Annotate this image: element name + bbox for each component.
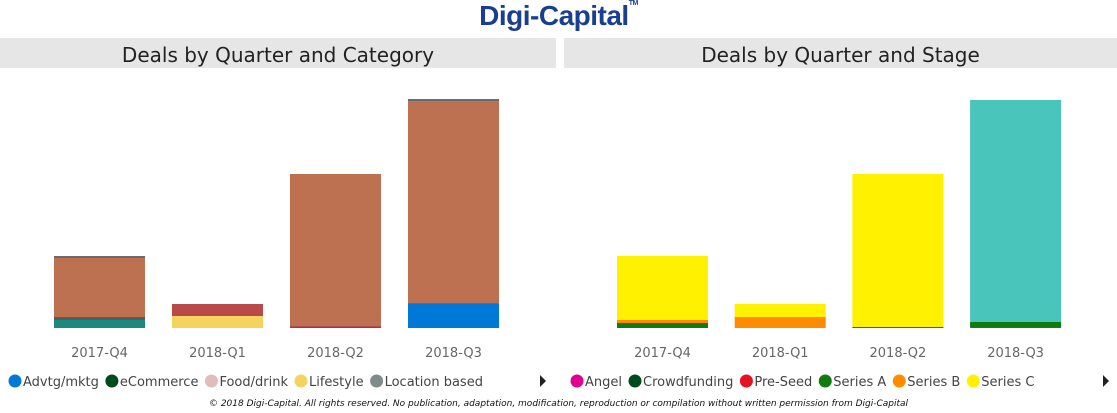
legend-dot-icon — [892, 374, 906, 388]
legend-item[interactable]: Series C — [966, 374, 1035, 391]
legend-dot-icon — [570, 374, 584, 388]
x-tick-label: 2017-Q4 — [634, 346, 691, 361]
x-tick-label: 2018-Q1 — [189, 346, 246, 361]
legend-item[interactable]: eCommerce — [105, 374, 199, 391]
bar-segment — [617, 256, 708, 320]
bar-segment — [408, 99, 499, 101]
legend-label: Crowdfunding — [643, 375, 733, 390]
bar-segment — [172, 316, 263, 328]
bar-segment — [54, 317, 145, 320]
legend-dot-icon — [966, 374, 980, 388]
bar-segment — [408, 303, 499, 304]
x-tick-label: 2018-Q2 — [307, 346, 364, 361]
bar-segment — [734, 304, 826, 317]
bar-segment — [408, 304, 499, 328]
legend-dot-icon — [204, 374, 218, 388]
chart-title-category: Deals by Quarter and Category — [0, 38, 556, 68]
bar-segment — [852, 174, 944, 327]
legend-item[interactable]: Series A — [818, 374, 887, 391]
legend-label: Pre-Seed — [754, 375, 812, 390]
bar-segment — [54, 256, 145, 258]
legend-dot-icon — [8, 374, 22, 388]
legend-dot-icon — [628, 374, 642, 388]
bar-segment — [54, 258, 145, 317]
bar-segment — [54, 320, 145, 328]
logo-text: Digi-Capital — [479, 0, 629, 31]
chart-title-stage: Deals by Quarter and Stage — [564, 38, 1117, 68]
bar-segment — [290, 174, 381, 326]
x-tick-label: 2018-Q3 — [987, 346, 1044, 361]
bar-segment — [970, 100, 1062, 322]
legend-label: Angel — [585, 375, 622, 390]
legend-item[interactable]: Location based — [370, 374, 483, 391]
legend-item[interactable]: Advtg/mktg — [8, 374, 99, 391]
legend-label: Lifestyle — [309, 375, 364, 390]
legend-label: Location based — [385, 375, 483, 390]
legend-label: eCommerce — [120, 375, 199, 390]
x-tick-label: 2018-Q2 — [870, 346, 927, 361]
bar-segment — [852, 327, 944, 328]
legend-item[interactable]: Crowdfunding — [628, 374, 734, 391]
bar-segment — [617, 323, 708, 328]
x-tick-label: 2018-Q1 — [752, 346, 809, 361]
legend-item[interactable]: Angel — [570, 374, 623, 391]
copyright-footer: © 2018 Digi-Capital. All rights reserved… — [208, 399, 909, 409]
legend-label: Advtg/mktg — [23, 375, 99, 390]
legend-dot-icon — [370, 374, 384, 388]
legend-item[interactable]: Series B — [892, 374, 961, 391]
digi-capital-logo: Digi-CapitalTM — [479, 0, 638, 31]
bar-segment — [290, 327, 381, 328]
legend-label: Food/drink — [219, 375, 288, 390]
legend-dot-icon — [818, 374, 832, 388]
bar-segment — [734, 317, 826, 328]
legend-dot-icon — [739, 374, 753, 388]
legend-label: Series C — [981, 375, 1034, 390]
legend-next-arrow-icon[interactable] — [1103, 375, 1109, 387]
legend-label: Series A — [833, 375, 886, 390]
legend-item[interactable]: Pre-Seed — [739, 374, 812, 391]
legend-next-arrow-icon[interactable] — [540, 375, 546, 387]
x-tick-label: 2017-Q4 — [71, 346, 128, 361]
bar-segment — [290, 326, 381, 327]
legend-label: Series B — [907, 375, 960, 390]
x-tick-label: 2018-Q3 — [425, 346, 482, 361]
bar-segment — [970, 327, 1062, 328]
legend-item[interactable]: Food/drink — [204, 374, 289, 391]
bar-segment — [617, 320, 708, 323]
bar-segment — [970, 322, 1062, 327]
bar-segment — [172, 304, 263, 316]
legend-dot-icon — [105, 374, 119, 388]
legend-item[interactable]: Lifestyle — [294, 374, 364, 391]
legend-dot-icon — [294, 374, 308, 388]
bar-segment — [408, 101, 499, 303]
